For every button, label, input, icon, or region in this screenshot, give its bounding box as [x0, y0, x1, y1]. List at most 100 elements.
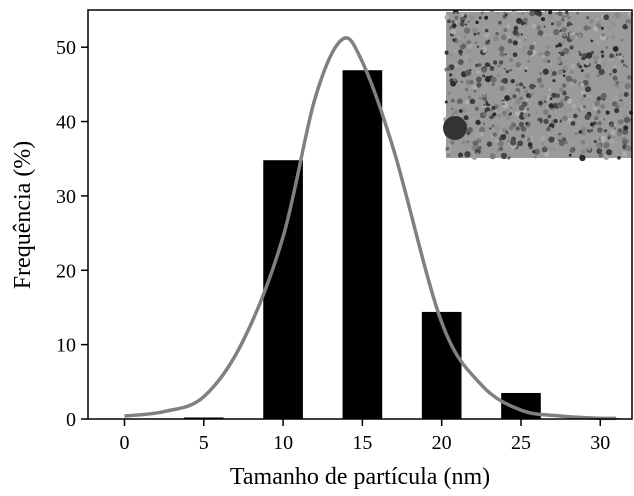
- inset-particle: [618, 53, 622, 56]
- inset-particle: [513, 26, 519, 31]
- y-tick-label: 20: [56, 260, 76, 282]
- inset-particle: [527, 94, 532, 98]
- inset-particle: [626, 75, 632, 80]
- inset-particle: [504, 13, 508, 17]
- inset-particle: [483, 93, 486, 96]
- inset-particle: [611, 35, 615, 39]
- inset-particle: [506, 24, 511, 29]
- inset-particle: [569, 147, 575, 153]
- inset-particle: [518, 44, 522, 49]
- inset-particle: [591, 110, 596, 116]
- inset-particle: [510, 139, 517, 146]
- inset-particle: [486, 110, 492, 117]
- inset-particle: [450, 98, 455, 103]
- inset-particle: [465, 48, 472, 55]
- inset-particle: [529, 83, 535, 90]
- inset-particle: [600, 135, 607, 143]
- inset-particle: [553, 29, 560, 36]
- inset-particle: [506, 115, 511, 120]
- inset-particle: [502, 77, 508, 84]
- inset-particle: [512, 29, 519, 36]
- inset-particle: [560, 119, 563, 122]
- inset-particle: [527, 34, 531, 37]
- inset-particle: [545, 44, 550, 50]
- inset-particle: [495, 31, 500, 36]
- inset-particle: [517, 140, 524, 147]
- inset-particle: [519, 96, 524, 101]
- x-axis-label: Tamanho de partícula (nm): [230, 464, 490, 490]
- inset-particle: [507, 38, 513, 44]
- inset-particle: [588, 18, 594, 24]
- inset-particle: [445, 146, 450, 151]
- inset-particle: [450, 28, 457, 35]
- inset-particle: [597, 127, 603, 133]
- inset-particle: [481, 67, 487, 73]
- y-tick-label: 50: [56, 37, 76, 59]
- inset-particle: [451, 20, 455, 24]
- inset-particle: [594, 60, 598, 64]
- inset-particle: [505, 69, 510, 74]
- inset-particle: [555, 12, 558, 15]
- inset-particle: [482, 11, 485, 15]
- inset-particle: [517, 39, 521, 43]
- inset-particle: [595, 40, 600, 45]
- inset-particle: [482, 74, 486, 78]
- inset-particle: [454, 15, 459, 20]
- inset-particle: [447, 19, 451, 24]
- inset-particle: [472, 140, 479, 146]
- inset-particle: [569, 32, 574, 37]
- inset-particle: [609, 73, 612, 76]
- inset-particle: [584, 73, 591, 79]
- inset-particle: [479, 132, 484, 137]
- inset-particle: [544, 10, 548, 15]
- inset-particle: [562, 47, 570, 55]
- inset-particle: [558, 140, 565, 147]
- inset-particle: [463, 17, 467, 20]
- inset-particle: [504, 53, 507, 56]
- inset-particle: [499, 85, 505, 92]
- inset-particle: [560, 48, 564, 53]
- inset-particle: [548, 33, 552, 38]
- inset-particle: [539, 76, 542, 79]
- inset-particle: [515, 98, 522, 105]
- inset-particle: [542, 68, 549, 75]
- inset-particle: [475, 119, 481, 125]
- inset-particle: [479, 126, 486, 133]
- y-tick-label: 0: [66, 409, 76, 431]
- inset-particle: [572, 78, 577, 84]
- inset-particle: [560, 24, 564, 28]
- inset-particle: [520, 126, 527, 132]
- y-axis-label: Frequência (%): [10, 141, 36, 290]
- inset-particle: [594, 100, 600, 107]
- inset-particle: [509, 91, 513, 96]
- inset-particle: [580, 154, 583, 158]
- inset-particle: [476, 31, 480, 36]
- inset-particle: [622, 140, 627, 145]
- inset-particle: [618, 69, 622, 72]
- inset-particle: [534, 155, 537, 159]
- inset-particle: [562, 74, 566, 77]
- inset-particle: [576, 11, 579, 15]
- inset-particle: [521, 101, 528, 107]
- inset-particle: [560, 51, 565, 57]
- inset-particle: [529, 44, 535, 51]
- inset-particle: [618, 55, 623, 60]
- inset-particle: [588, 26, 592, 30]
- inset-particle: [557, 42, 563, 48]
- inset-particle: [593, 26, 598, 32]
- inset-particle: [574, 42, 580, 48]
- inset-particle: [596, 148, 603, 155]
- inset-particle: [625, 145, 632, 152]
- inset-particle: [491, 83, 495, 86]
- inset-particle: [492, 112, 497, 117]
- inset-particle: [566, 24, 570, 27]
- inset-particle: [572, 141, 576, 145]
- inset-particle: [466, 140, 470, 144]
- inset-particle: [581, 126, 587, 132]
- inset-particle: [498, 137, 503, 141]
- inset-particle: [570, 121, 576, 126]
- inset-particle: [463, 27, 471, 34]
- inset-particle: [497, 114, 501, 118]
- inset-particle: [524, 89, 529, 94]
- inset-particle: [553, 105, 556, 109]
